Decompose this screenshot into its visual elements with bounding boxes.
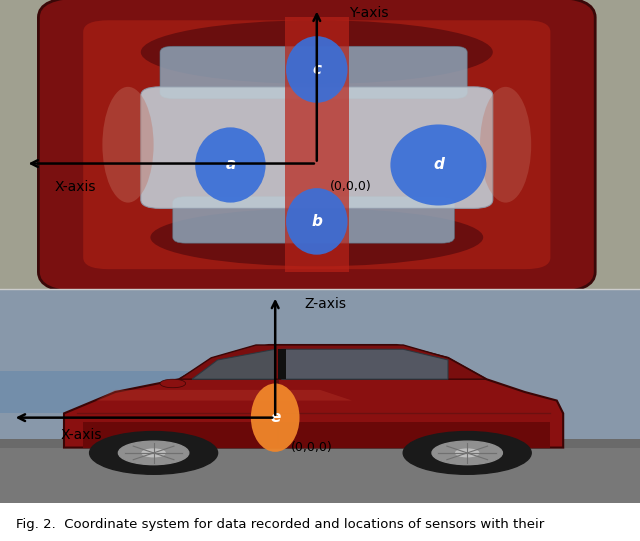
Ellipse shape <box>195 127 266 202</box>
Text: Y-axis: Y-axis <box>349 6 388 20</box>
Polygon shape <box>96 390 352 400</box>
Text: d: d <box>433 157 444 173</box>
Circle shape <box>403 432 531 474</box>
Bar <box>0 439 640 503</box>
FancyBboxPatch shape <box>470 197 560 252</box>
Polygon shape <box>179 345 486 379</box>
Bar <box>83 422 550 447</box>
Ellipse shape <box>286 188 348 255</box>
FancyBboxPatch shape <box>80 197 170 252</box>
Ellipse shape <box>102 87 154 202</box>
Ellipse shape <box>286 36 348 103</box>
Text: X-axis: X-axis <box>54 180 96 194</box>
Text: a: a <box>225 157 236 173</box>
FancyBboxPatch shape <box>160 47 467 98</box>
Ellipse shape <box>251 384 300 452</box>
FancyBboxPatch shape <box>470 38 560 93</box>
FancyBboxPatch shape <box>173 197 454 243</box>
Text: (0,0,0): (0,0,0) <box>330 180 371 193</box>
Polygon shape <box>64 345 563 447</box>
Circle shape <box>432 441 502 465</box>
Text: c: c <box>312 62 321 77</box>
Ellipse shape <box>499 54 531 76</box>
Text: Z-axis: Z-axis <box>304 298 346 312</box>
Bar <box>0 289 640 443</box>
Circle shape <box>456 449 479 457</box>
FancyBboxPatch shape <box>38 0 595 292</box>
Bar <box>0 371 243 413</box>
Circle shape <box>90 432 218 474</box>
Ellipse shape <box>480 87 531 202</box>
Text: X-axis: X-axis <box>61 428 102 442</box>
Bar <box>285 17 349 272</box>
FancyBboxPatch shape <box>83 20 550 269</box>
Text: e: e <box>270 410 280 425</box>
Polygon shape <box>282 349 448 379</box>
Ellipse shape <box>160 379 186 388</box>
FancyBboxPatch shape <box>141 87 493 208</box>
Bar <box>0 439 640 447</box>
Ellipse shape <box>150 208 483 266</box>
Polygon shape <box>192 349 275 379</box>
Ellipse shape <box>390 124 486 206</box>
Ellipse shape <box>109 54 141 76</box>
Ellipse shape <box>141 20 493 84</box>
Ellipse shape <box>109 214 141 235</box>
Bar <box>278 349 286 379</box>
Text: (0,0,0): (0,0,0) <box>291 441 333 454</box>
Circle shape <box>118 441 189 465</box>
Text: Fig. 2.  Coordinate system for data recorded and locations of sensors with their: Fig. 2. Coordinate system for data recor… <box>16 518 544 531</box>
Circle shape <box>142 449 165 457</box>
Text: b: b <box>312 214 322 229</box>
Ellipse shape <box>499 214 531 235</box>
FancyBboxPatch shape <box>80 38 170 93</box>
